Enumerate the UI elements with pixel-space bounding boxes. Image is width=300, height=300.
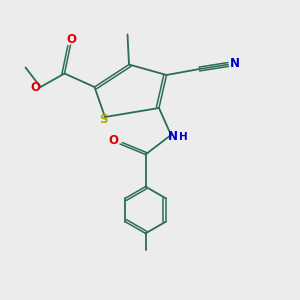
Text: O: O	[30, 81, 40, 94]
Text: S: S	[99, 113, 108, 126]
Text: O: O	[108, 134, 118, 147]
Text: H: H	[179, 132, 188, 142]
Text: N: N	[230, 57, 240, 70]
Text: N: N	[167, 130, 178, 143]
Text: O: O	[66, 33, 76, 46]
